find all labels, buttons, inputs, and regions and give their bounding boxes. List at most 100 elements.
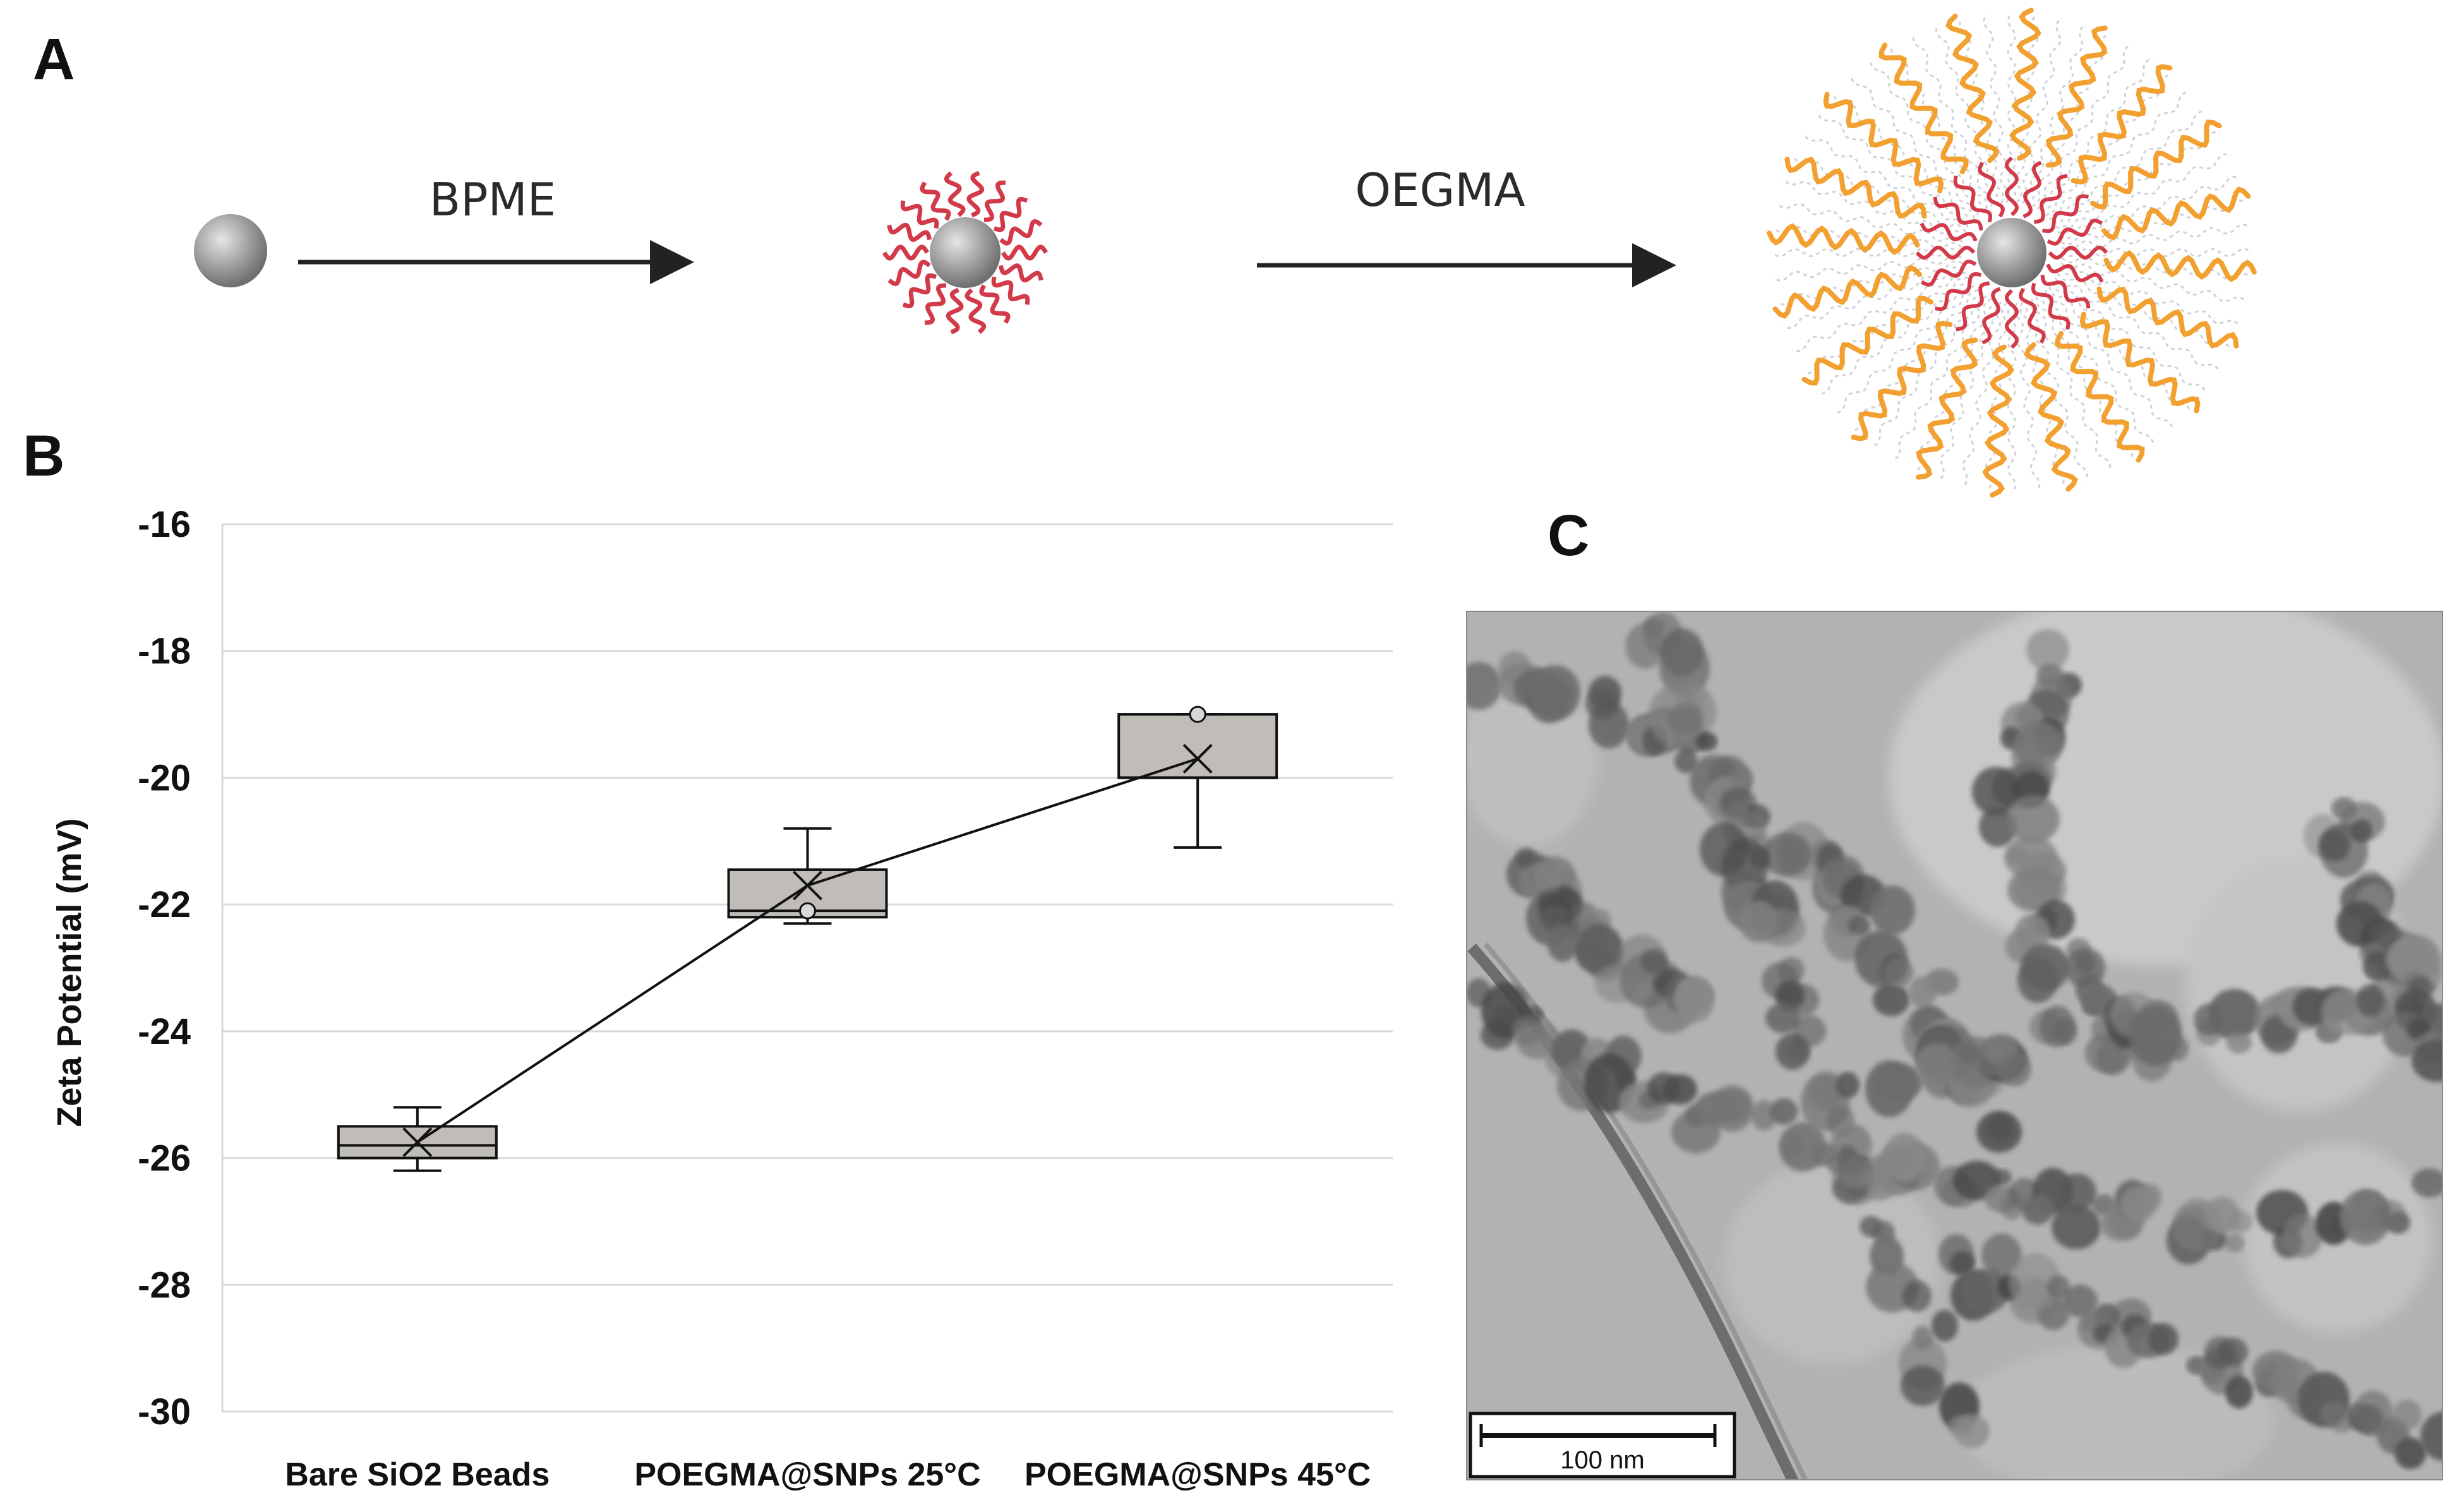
nanoparticle — [1548, 925, 1578, 962]
initiator-chain — [902, 273, 937, 309]
nanoparticle — [1574, 924, 1623, 975]
solvent-chain — [2035, 296, 2134, 461]
nanoparticle — [1992, 1169, 2012, 1185]
initiator-chain — [965, 288, 987, 334]
initiator-chain — [1981, 287, 2001, 345]
x-tick-label: Bare SiO2 Beads — [285, 1456, 550, 1493]
initiator-chain — [1920, 260, 1977, 287]
initiator-chain — [2048, 245, 2108, 260]
solvent-chain — [2030, 298, 2112, 472]
solvent-chain — [2060, 262, 2247, 304]
initiator-chain — [2022, 160, 2042, 219]
nanoparticle — [2057, 1173, 2096, 1211]
solvent-chain — [1772, 225, 1962, 250]
solvent-chain — [2031, 32, 2110, 208]
nanoparticle — [2008, 847, 2028, 865]
solvent-chain — [2061, 255, 2251, 280]
mean-connector — [416, 757, 1198, 1144]
y-tick-label: -26 — [138, 1138, 191, 1179]
poegma-chain — [2101, 186, 2251, 241]
initiator-chain — [2019, 287, 2046, 344]
solvent-chain — [1891, 295, 1987, 462]
solvent-chain — [2019, 301, 2065, 488]
poegma-chain — [1878, 42, 1969, 174]
nanoparticle — [1589, 702, 1629, 748]
nanoparticle — [1972, 767, 2020, 816]
nanoparticle — [1932, 1310, 1958, 1341]
solvent-chain — [2024, 300, 2089, 481]
solvent-chain — [1803, 276, 1968, 375]
solvent-chain — [2057, 272, 2232, 351]
nanoparticle — [1669, 704, 1704, 735]
initiator-chain — [1935, 272, 1982, 311]
initiator-chain — [999, 219, 1043, 246]
nanoparticle — [2121, 1186, 2155, 1223]
solvent-chain — [2026, 23, 2087, 206]
initiator-chain — [991, 277, 1030, 305]
poegma-chain — [2045, 25, 2108, 168]
solvent-chain — [1870, 292, 1983, 448]
solvent-chain — [2041, 57, 2153, 213]
nanoparticle — [1962, 1269, 2009, 1313]
solvent-chain — [1772, 254, 1962, 282]
nanoparticle — [1976, 1111, 2022, 1153]
nanoparticle — [1959, 1042, 1980, 1062]
y-tick-label: -28 — [138, 1264, 191, 1305]
nanoparticle — [1512, 1016, 1544, 1045]
y-tick-label: -30 — [138, 1391, 191, 1432]
solvent-chain — [2045, 73, 2173, 216]
nanoparticle — [2420, 1412, 2443, 1461]
nanoparticle — [1909, 976, 1937, 1008]
nanoparticle — [1901, 1365, 1945, 1406]
nanoparticle — [2022, 1194, 2053, 1225]
nanoparticle — [2340, 1189, 2391, 1245]
solvent-chain — [1890, 44, 1988, 209]
solvent-chain — [2014, 13, 2040, 203]
step2-label: OEGMA — [1355, 164, 1525, 217]
nanoparticle — [2353, 1391, 2393, 1436]
solvent-chain — [1771, 248, 1962, 258]
box-iqr — [1117, 713, 1278, 779]
nanoparticle — [2226, 1210, 2252, 1233]
poegma-chain — [2055, 331, 2145, 463]
solvent-chain — [2007, 12, 2017, 203]
solvent-chain — [2055, 131, 2220, 229]
nanoparticle — [2393, 1400, 2422, 1430]
poegma-chain — [1823, 92, 1944, 194]
panel-label-a: A — [33, 27, 75, 92]
poegma-chain — [1916, 337, 1978, 480]
nanoparticle — [2386, 939, 2432, 980]
initiator-chain — [2004, 289, 2019, 349]
nanoparticle — [2047, 1275, 2070, 1299]
solvent-chain — [1851, 289, 1978, 432]
initiator-chain — [984, 180, 1006, 222]
nanoparticle — [2065, 947, 2105, 988]
panel-label-b: B — [23, 424, 65, 488]
nanoparticle — [2015, 868, 2067, 909]
poegma-chain — [1772, 265, 1923, 319]
nanoparticle — [1748, 846, 1770, 870]
y-tick-label: -16 — [138, 504, 191, 545]
solvent-chain — [1912, 33, 1993, 207]
solvent-chain — [2052, 282, 2207, 394]
nanoparticle — [1883, 1133, 1926, 1182]
solvent-chain — [1832, 92, 1975, 219]
initiator-chain — [1978, 161, 2005, 218]
chart-y-axis-label: Zeta Potential (mV) — [51, 818, 88, 1127]
initiator-chain — [887, 222, 932, 242]
nanoparticle — [1434, 671, 1465, 704]
nanoparticle — [1731, 767, 1753, 791]
chart-y-ticks: -16 -18 -20 -22 -24 -26 -28 -30 — [138, 504, 191, 1432]
initiator-chain — [887, 260, 931, 287]
nanoparticle — [2007, 795, 2060, 843]
chart-gridlines — [221, 523, 1393, 1413]
nanoparticle — [1871, 1272, 1892, 1290]
initiator-chain — [1001, 244, 1048, 261]
nanoparticle — [2148, 1323, 2179, 1355]
nanoparticle — [1844, 1155, 1870, 1176]
silica-core — [1977, 218, 2046, 287]
initiator-chain — [2046, 263, 2104, 283]
initiator-chain — [993, 196, 1028, 232]
initiator-chain — [2046, 219, 2103, 246]
solvent-chain — [1782, 177, 1965, 238]
